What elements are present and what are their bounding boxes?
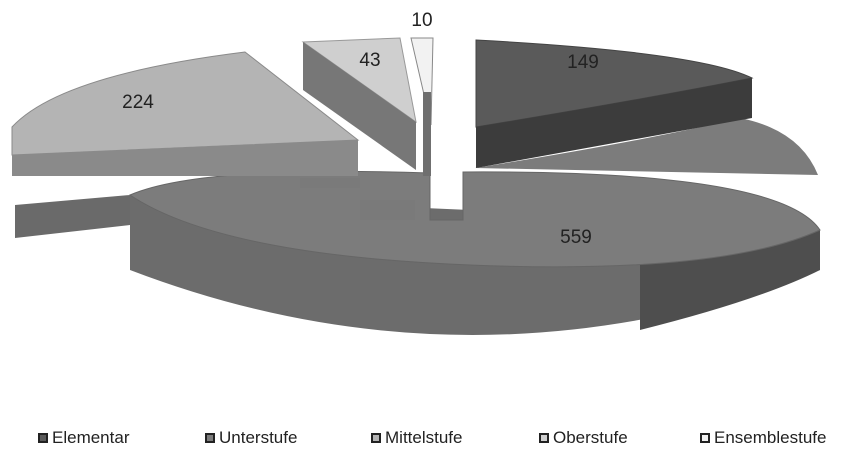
legend-item-elementar: Elementar — [38, 428, 129, 448]
data-label-elementar: 149 — [567, 52, 599, 73]
slice-oberstufe — [301, 37, 417, 170]
legend-swatch-elementar — [38, 433, 48, 443]
legend-label-elementar: Elementar — [52, 428, 130, 447]
slice-ensemblestufe — [410, 37, 434, 176]
legend-swatch-mittelstufe — [371, 433, 381, 443]
legend-label-unterstufe: Unterstufe — [219, 428, 298, 447]
slice-mittelstufe-top — [11, 51, 360, 156]
legend-label-oberstufe: Oberstufe — [553, 428, 628, 447]
slice-unterstufe-tab-side — [15, 195, 130, 238]
slice-mittelstufe — [11, 51, 360, 176]
data-label-ensemblestufe: 10 — [411, 10, 432, 31]
data-label-mittelstufe: 224 — [122, 92, 154, 113]
legend: Elementar Unterstufe Mittelstufe Oberstu… — [0, 428, 842, 452]
data-label-oberstufe: 43 — [359, 50, 380, 71]
slice-oberstufe-side — [303, 42, 416, 170]
pie-chart: 149 559 224 43 10 — [11, 10, 821, 335]
legend-item-oberstufe: Oberstufe — [539, 428, 628, 448]
legend-swatch-ensemblestufe — [700, 433, 710, 443]
slice-elementar — [475, 39, 754, 168]
data-label-unterstufe: 559 — [560, 227, 592, 248]
slice-ensemblestufe-side — [423, 92, 431, 176]
legend-swatch-oberstufe — [539, 433, 549, 443]
legend-item-ensemblestufe: Ensemblestufe — [700, 428, 826, 448]
legend-label-mittelstufe: Mittelstufe — [385, 428, 463, 447]
legend-item-mittelstufe: Mittelstufe — [371, 428, 462, 448]
slice-unterstufe-gap-bits — [300, 178, 415, 220]
slice-unterstufe — [15, 118, 821, 335]
legend-label-ensemblestufe: Ensemblestufe — [714, 428, 827, 447]
legend-swatch-unterstufe — [205, 433, 215, 443]
slice-elementar-side — [476, 78, 752, 168]
legend-item-unterstufe: Unterstufe — [205, 428, 297, 448]
slice-mittelstufe-side — [12, 140, 358, 176]
slice-unterstufe-upper-rim — [475, 118, 818, 175]
